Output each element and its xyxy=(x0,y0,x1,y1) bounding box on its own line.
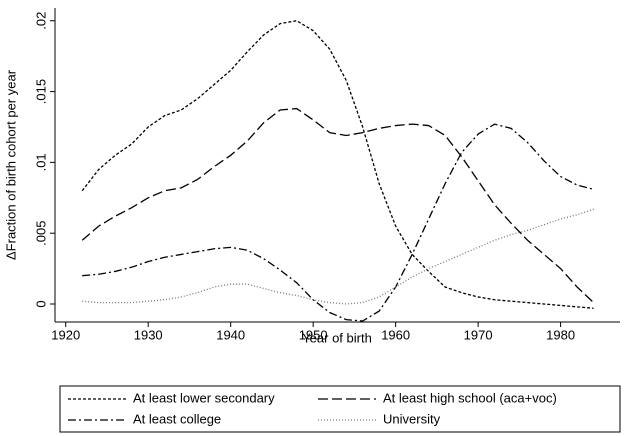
x-tick-label: 1970 xyxy=(464,327,493,342)
x-tick-label: 1950 xyxy=(299,327,328,342)
y-axis-label: ΔFraction of birth cohort per year xyxy=(3,69,18,260)
y-tick-label: 0 xyxy=(33,300,48,307)
x-tick-label: 1920 xyxy=(51,327,80,342)
x-tick-label: 1930 xyxy=(134,327,163,342)
line-series xyxy=(82,208,594,305)
y-tick-label: .02 xyxy=(33,12,48,30)
line-series xyxy=(82,123,594,322)
legend-label: At least college xyxy=(133,411,221,426)
x-axis-label: Year of birth xyxy=(302,330,372,345)
legend-label: University xyxy=(383,411,441,426)
legend-box xyxy=(59,385,621,433)
line-series xyxy=(81,107,595,304)
y-tick-label: .005 xyxy=(33,221,48,246)
legend-label: At least high school (aca+voc) xyxy=(383,390,557,405)
line-series xyxy=(81,20,594,309)
y-tick-label: .015 xyxy=(33,79,48,104)
x-tick-label: 1960 xyxy=(381,327,410,342)
x-tick-label: 1940 xyxy=(216,327,245,342)
legend-label: At least lower secondary xyxy=(133,390,275,405)
y-tick-label: .01 xyxy=(33,153,48,171)
x-tick-label: 1980 xyxy=(546,327,575,342)
